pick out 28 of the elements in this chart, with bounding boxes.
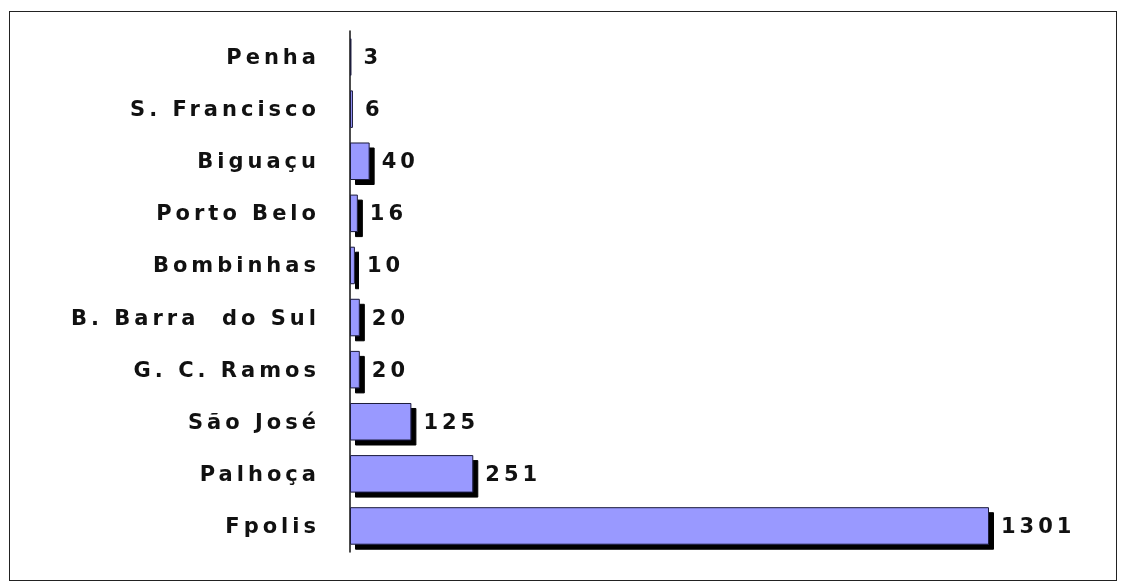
data-label: 3 <box>363 45 383 70</box>
y-tick-label: Biguaçu <box>197 149 320 174</box>
y-tick-label: São José <box>187 409 320 434</box>
data-label: 6 <box>364 97 384 122</box>
data-label: 20 <box>371 305 410 330</box>
y-tick-label: Palhoça <box>199 461 320 486</box>
y-tick-label: Fpolis <box>225 513 320 538</box>
bar <box>350 455 474 493</box>
y-tick-label: Penha <box>226 45 320 70</box>
data-label: 1301 <box>1001 513 1076 538</box>
bar <box>350 507 989 545</box>
bar <box>350 402 412 441</box>
y-tick-label: Bombinhas <box>152 253 320 278</box>
y-tick-label: G. C. Ramos <box>133 357 320 382</box>
bar <box>350 142 370 181</box>
data-label: 10 <box>366 253 405 278</box>
bar <box>350 246 355 285</box>
y-tick-label: S. Francisco <box>130 97 320 122</box>
data-label: 40 <box>381 149 419 174</box>
bar <box>350 194 358 233</box>
bar <box>350 350 360 389</box>
data-label: 125 <box>423 409 480 434</box>
data-label: 251 <box>485 461 542 486</box>
y-tick-label: B. Barra do Sul <box>70 305 320 330</box>
y-tick-label: Porto Belo <box>156 201 320 226</box>
bar <box>350 298 360 337</box>
data-label: 16 <box>369 201 408 226</box>
data-label: 20 <box>371 357 410 382</box>
